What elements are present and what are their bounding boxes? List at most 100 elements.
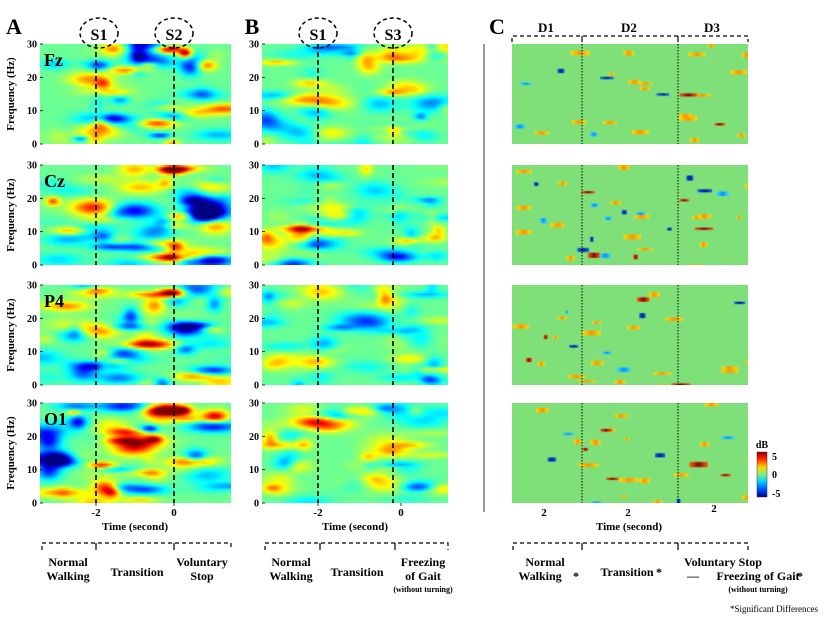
seg-c-note: (without turning) [728,585,788,594]
y-tick-label-a-0-3: 30 [27,40,37,51]
y-axis-label-1: Frequency (Hz) [5,178,17,252]
colorbar-tick-min: -5 [772,489,780,500]
seg-b-fog-2: of Gait [405,569,441,583]
seg-c-normal-2: Walking [518,569,561,583]
y-tick-label-b-0-2: 20 [249,73,259,84]
y-tick-label-b-1-1: 10 [249,227,259,238]
y-tick-label-b-2-0: 0 [254,381,259,392]
heatmap-B-fz [262,44,448,144]
seg-b-note: (without turning) [393,585,453,594]
y-tick-label-b-3-1: 10 [249,465,259,476]
y-tick-label-b-2-3: 30 [249,281,259,292]
seg-a-normal-1: Normal [48,555,88,569]
segments-bracket-b [264,542,449,550]
colorbar-label: dB [756,440,769,451]
y-axis-label-0: Frequency (Hz) [5,57,17,131]
y-tick-label-a-0-2: 20 [27,73,37,84]
y-tick-label-a-3-1: 10 [27,465,37,476]
heatmap-C-cz [512,165,748,265]
colorbar-tick-max: 5 [772,452,777,463]
x-axis-label-b: Time (second) [322,521,388,533]
channel-label-fz: Fz [44,50,63,70]
y-tick-label-b-1-0: 0 [254,261,259,272]
panel-letter-c: C [489,14,505,39]
y-tick-label-a-3-0: 0 [32,499,37,510]
footnote: *Significant Differences [730,604,819,614]
marker-b-s3: S3 [385,27,402,44]
y-tick-label-a-2-0: 0 [32,381,37,392]
seg-c-transition: Transition [600,565,653,579]
overlays [40,17,768,550]
y-tick-label-b-1-2: 20 [249,194,259,205]
y-tick-label-b-3-2: 20 [249,432,259,443]
marker-a-s1-circle [79,17,119,49]
panel-letter-b: B [245,14,260,39]
seg-b-transition: Transition [330,565,383,579]
heatmap-C-p4 [512,285,748,385]
seg-a-stop-1: Voluntary [176,555,228,569]
y-tick-label-b-1-3: 30 [249,161,259,172]
heatmap-C-fz [512,44,748,144]
colorbar [756,451,768,498]
marker-b-s1-circle [298,17,338,49]
block-label-d2: D2 [621,20,637,35]
heatmap-A-cz [40,165,231,265]
channel-label-o1: O1 [44,409,67,429]
heatmap-B-o1 [262,403,448,503]
marker-a-s2: S2 [166,27,183,44]
y-tick-label-a-0-1: 10 [27,106,37,117]
labels: A B CS1 S2 S1 S3 D1 D2 D3FzCzP4O101020300102030F… [5,14,818,614]
channel-label-cz: Cz [44,171,65,191]
y-tick-label-a-2-3: 30 [27,281,37,292]
seg-c-stop: Voluntary Stop [684,555,762,569]
panel-letter-a: A [6,14,22,39]
y-tick-label-b-0-0: 0 [254,140,259,151]
x-axis-label-a: Time (second) [102,521,168,533]
y-tick-label-a-0-0: 0 [32,140,37,151]
seg-c-fog: Freezing of Gait [716,569,799,583]
y-tick-label-b-3-0: 0 [254,499,259,510]
y-tick-label-b-3-3: 30 [249,399,259,410]
seg-c-transition-star: * [656,565,662,579]
marker-b-s3-circle [373,17,413,49]
heatmap-B-p4 [262,285,448,385]
block-label-d3: D3 [704,20,720,35]
x-axis-label-c: Time (second) [596,521,662,533]
x-tick-b-0: -2 [313,507,323,519]
y-tick-label-a-1-0: 0 [32,261,37,272]
y-axis-label-3: Frequency (Hz) [5,416,17,490]
x-tick-a-0: -2 [91,507,101,519]
segments-bracket-a [41,542,232,550]
marker-a-s2-circle [154,17,194,49]
heatmap-A-fz [40,44,231,144]
y-axis-label-2: Frequency (Hz) [5,298,17,372]
seg-b-normal-1: Normal [271,555,311,569]
x-tick-a-1: 0 [171,507,177,519]
block-label-d1: D1 [538,20,554,35]
y-tick-label-b-2-1: 10 [249,347,259,358]
heatmap-C-o1 [512,403,748,503]
marker-a-s1: S1 [91,27,108,44]
seg-a-normal-2: Walking [46,569,89,583]
y-tick-label-a-2-1: 10 [27,347,37,358]
y-tick-label-a-1-2: 20 [27,194,37,205]
seg-c-normal-star: * [573,569,579,583]
channel-label-p4: P4 [44,291,64,311]
seg-c-separator: — [686,569,700,583]
heatmap-panels [40,44,748,503]
y-tick-label-b-2-2: 20 [249,314,259,325]
x-tick-c-0: 2 [541,507,547,519]
x-tick-b-1: 0 [398,507,404,519]
blocks-bracket [511,35,749,42]
x-tick-c-2: 2 [711,503,717,515]
y-tick-label-b-0-3: 30 [249,40,259,51]
y-tick-label-a-1-1: 10 [27,227,37,238]
y-tick-label-a-2-2: 20 [27,314,37,325]
y-tick-label-a-3-3: 30 [27,399,37,410]
marker-b-s1: S1 [310,27,327,44]
heatmap-A-o1 [40,403,231,503]
y-tick-label-a-3-2: 20 [27,432,37,443]
heatmap-A-p4 [40,285,231,385]
seg-c-fog-star: * [797,569,803,583]
